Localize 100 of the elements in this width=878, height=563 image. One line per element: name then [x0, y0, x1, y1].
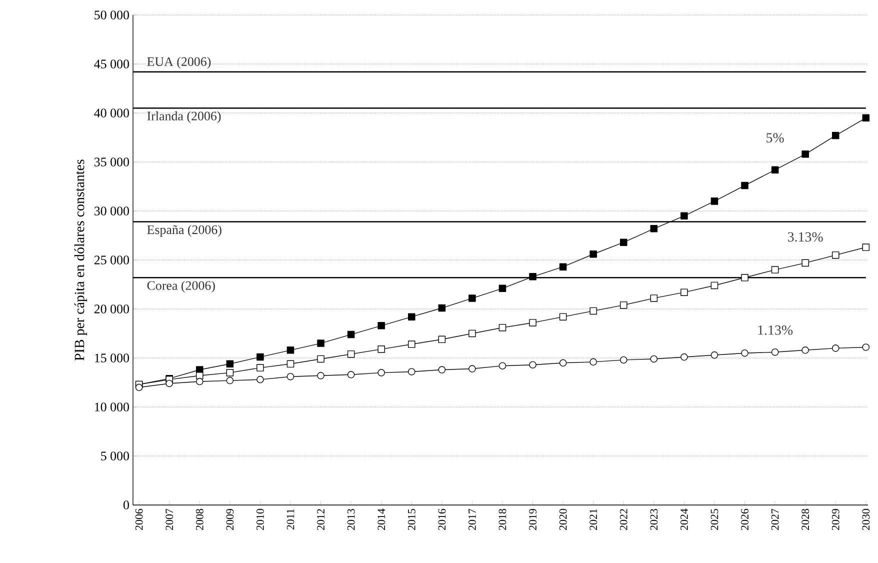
x-tick-label: 2012: [317, 509, 324, 530]
point: [256, 353, 264, 361]
x-tick-label: 2023: [650, 508, 658, 530]
point: [771, 266, 779, 274]
point: [710, 198, 718, 205]
y-tick-label: 30 000: [94, 206, 129, 216]
point: [710, 351, 718, 359]
x-tick-label: 2006: [135, 508, 143, 530]
ref-line-label: Corea (2006): [147, 280, 215, 293]
point: [710, 282, 718, 290]
x-tick-label: 2030: [862, 508, 870, 530]
point: [529, 273, 536, 280]
x-tick-label: 2021: [590, 509, 598, 530]
x-tick-label: 2025: [710, 508, 718, 530]
point: [529, 319, 536, 326]
point: [650, 355, 658, 363]
point: [468, 294, 476, 302]
y-tick-label: 20 000: [94, 304, 129, 314]
x-tick-label: 2016: [438, 508, 446, 530]
point: [862, 344, 870, 351]
y-tick-label: 50 000: [94, 10, 129, 20]
ref-line-label: EUA (2006): [147, 56, 211, 69]
point: [378, 369, 385, 376]
point: [196, 372, 204, 380]
point: [498, 284, 506, 292]
point: [559, 313, 567, 320]
point: [378, 346, 385, 353]
y-tick-label: 35 000: [94, 158, 129, 166]
point: [650, 225, 658, 232]
x-tick-label: 2026: [741, 508, 748, 530]
point: [529, 361, 536, 368]
ref-line-label: Irlanda (2006): [147, 111, 221, 124]
point: [286, 360, 294, 368]
point: [590, 358, 597, 366]
point: [620, 301, 628, 309]
point: [650, 294, 658, 302]
x-tick-label: 2029: [832, 508, 840, 530]
point: [680, 288, 688, 296]
point: [802, 259, 809, 267]
point: [590, 250, 597, 258]
x-tick-label: 2020: [559, 508, 567, 530]
x-tick-label: 2024: [680, 508, 688, 530]
x-tick-label: 2008: [196, 508, 204, 530]
y-axis-title: PIB per cápita en dólares constantes: [74, 160, 88, 360]
x-tick-label: 2015: [408, 508, 416, 530]
series-label: 3.13%: [788, 232, 823, 242]
point: [468, 330, 476, 338]
point: [832, 132, 840, 140]
point: [438, 304, 446, 312]
point: [620, 356, 628, 364]
point: [771, 166, 779, 174]
point: [862, 244, 870, 251]
series-label: 1.13%: [758, 325, 793, 335]
point: [135, 384, 143, 392]
point: [802, 346, 809, 354]
point: [559, 263, 567, 270]
point: [680, 353, 688, 361]
point: [741, 182, 748, 190]
y-tick-label: 15 000: [95, 354, 129, 362]
point: [286, 346, 294, 354]
x-tick-label: 2013: [347, 508, 355, 530]
point: [408, 340, 416, 348]
y-tick-label: 45 000: [94, 60, 129, 68]
point: [832, 344, 840, 352]
point: [317, 355, 324, 363]
point: [226, 360, 234, 368]
point: [408, 368, 416, 376]
point: [559, 359, 567, 367]
point: [832, 251, 840, 259]
point: [408, 313, 416, 320]
series-label: 5%: [766, 133, 784, 143]
x-tick-label: 2009: [226, 508, 234, 530]
point: [771, 348, 779, 356]
point: [680, 212, 688, 220]
x-tick-label: 2011: [286, 509, 294, 530]
point: [196, 378, 204, 386]
point: [378, 322, 385, 330]
point: [802, 150, 809, 158]
x-tick-label: 2022: [620, 509, 628, 530]
x-tick-label: 2007: [166, 508, 174, 530]
y-tick-label: 25 000: [94, 256, 129, 264]
y-tick-label: 0: [124, 500, 129, 510]
point: [862, 114, 870, 122]
x-tick-label: 2028: [802, 508, 810, 530]
point: [438, 366, 446, 374]
point: [468, 365, 476, 372]
point: [256, 376, 264, 384]
point: [166, 380, 173, 388]
point: [498, 362, 506, 370]
point: [226, 369, 234, 376]
x-tick-label: 2027: [771, 508, 779, 530]
point: [317, 340, 324, 347]
point: [347, 330, 355, 338]
ref-line-label: España (2006): [147, 224, 222, 237]
point: [226, 376, 234, 384]
point: [317, 372, 324, 380]
x-tick-label: 2018: [498, 508, 506, 530]
x-tick-label: 2017: [468, 508, 476, 530]
point: [498, 324, 506, 332]
x-tick-label: 2010: [256, 508, 264, 530]
